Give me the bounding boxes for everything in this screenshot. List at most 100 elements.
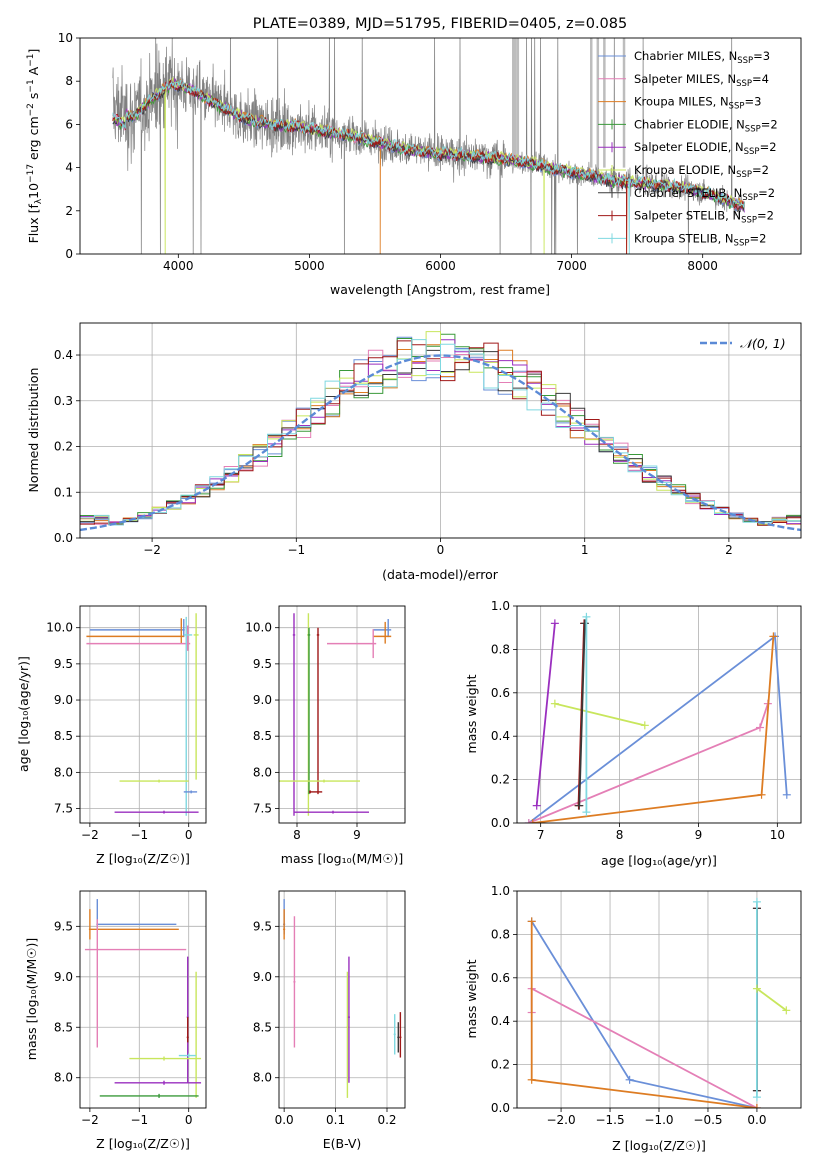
legend-label: Chabrier ELODIE, NSSP=2 (634, 117, 778, 134)
plot-area (517, 891, 801, 1108)
legend-label: Salpeter ELODIE, NSSP=2 (634, 140, 777, 157)
x-tick-label: 6000 (425, 259, 456, 273)
x-axis-label: wavelength [Angstrom, rest frame] (330, 282, 550, 297)
y-tick-label: 8.5 (253, 1020, 272, 1034)
x-tick-label: 5000 (294, 259, 325, 273)
axes-spectrum: 4000 5000 6000 7000 8000 0 2 4 6 8 10 (58, 31, 802, 273)
y-tick-label: 0.2 (491, 1058, 510, 1072)
y-tick-label: 7.5 (54, 802, 73, 816)
axes-frame (79, 322, 802, 539)
legend-label-tail: =4 (752, 72, 769, 86)
series-line-chabrier-miles (528, 634, 788, 823)
legend-label-sub: SSP (737, 56, 753, 66)
y-axis-label: mass weight (464, 674, 479, 753)
legend-label-base: Kroupa ELODIE, N (634, 163, 736, 177)
axes-mass-weight-vs-age: 7 8 9 10 0.0 0.2 0.4 0.6 0.8 1.0 (491, 599, 802, 842)
x-tick-label: 0.1 (326, 1113, 345, 1127)
x-tick-label: 9 (353, 828, 361, 842)
legend-label-sub: SSP (742, 193, 758, 203)
legend-label: Salpeter STELIB, NSSP=2 (634, 209, 774, 226)
y-tick-label: 0.4 (491, 1014, 510, 1028)
y-tick-label: 4 (65, 161, 73, 175)
y-tick-label: 9.0 (54, 970, 73, 984)
axes-frame (79, 605, 207, 824)
plot-area (80, 323, 801, 538)
legend-label: Salpeter MILES, NSSP=4 (634, 72, 769, 89)
legend-label-tail: =2 (757, 209, 774, 223)
x-axis-label: mass [log₁₀(M/M☉)] (281, 851, 403, 866)
y-tick-label: 8.0 (54, 1071, 73, 1085)
axes-residuals: −2 −1 0 1 2 0.0 0.1 0.2 0.3 0.4 (54, 322, 802, 557)
series-line-chabrier-stelib (578, 623, 586, 806)
y-tick-label: 9.5 (54, 657, 73, 671)
y-axis-label-part: 10 (26, 183, 41, 199)
y-tick-label: 6 (65, 117, 73, 131)
x-tick-label: 0 (437, 543, 445, 557)
y-axis-label-part: s (26, 93, 41, 104)
y-tick-label: 9.5 (253, 657, 272, 671)
y-tick-label: 0.6 (491, 686, 510, 700)
y-tick-label: 0.4 (491, 729, 510, 743)
y-axis-label-part: ] (26, 49, 41, 54)
x-tick-label: 0.2 (377, 1113, 396, 1127)
axes-age-vs-mass: 8 9 7.5 8.0 8.5 9.0 9.5 10.0 (245, 605, 406, 842)
legend-label: Kroupa MILES, NSSP=3 (634, 95, 761, 112)
series-line-salpeter-elodie (535, 623, 556, 806)
axes-frame (516, 890, 802, 1109)
y-tick-label: 8.5 (253, 729, 272, 743)
y-tick-label: 1.0 (491, 599, 510, 613)
legend-label-sub: SSP (736, 170, 752, 180)
chart-title: PLATE=0389, MJD=51795, FIBERID=0405, z=0… (253, 16, 627, 32)
y-axis-label: Flux [fλ10−17 erg cm−2 s−1 A−1] (26, 49, 44, 244)
legend-label-base: Chabrier MILES, N (634, 49, 737, 63)
legend-label-sub: SSP (744, 147, 760, 157)
legend-label-tail: =3 (744, 95, 761, 109)
y-tick-label: 0.4 (54, 348, 73, 362)
x-tick-label: 0.0 (275, 1113, 294, 1127)
x-tick-label: 2 (725, 543, 733, 557)
legend-label-sub: SSP (741, 216, 757, 226)
y-tick-label: 8.5 (54, 1020, 73, 1034)
plot-area (279, 606, 405, 823)
y-tick-label: 0.6 (491, 971, 510, 985)
y-tick-label: 9.5 (54, 919, 73, 933)
x-tick-label: 7 (537, 828, 545, 842)
series-line-kroupa-miles (530, 921, 758, 1108)
y-tick-label: 0.1 (54, 485, 73, 499)
x-tick-label: 1 (581, 543, 589, 557)
x-tick-label: −1.0 (644, 1113, 673, 1127)
y-tick-label: 2 (65, 204, 73, 218)
axes-frame (278, 605, 406, 824)
x-tick-label: 8 (293, 828, 301, 842)
y-tick-label: 0.0 (491, 816, 510, 830)
x-tick-label: −2 (81, 1113, 99, 1127)
x-tick-label: −0.5 (693, 1113, 722, 1127)
legend-label-sub: SSP (736, 79, 752, 89)
x-tick-label: 10 (770, 828, 785, 842)
legend-label-sub: SSP (734, 238, 750, 248)
legend-label-base: Salpeter ELODIE, N (634, 140, 744, 154)
x-tick-label: 8000 (687, 259, 718, 273)
y-tick-label: 9.0 (253, 970, 272, 984)
x-tick-label: 7000 (556, 259, 587, 273)
y-tick-label: 9.0 (54, 693, 73, 707)
x-tick-label: −2.0 (546, 1113, 575, 1127)
axes-mass-weight-vs-Z: −2.0 −1.5 −1.0 −0.5 0.0 0.0 0.2 0.4 0.6 0.8 1.0 (491, 884, 802, 1127)
legend-label-tail: =2 (760, 140, 777, 154)
legend-label: Kroupa ELODIE, NSSP=2 (634, 163, 769, 180)
x-tick-label: −1 (130, 828, 148, 842)
y-axis-label: mass weight (464, 959, 479, 1038)
legend-label: Kroupa STELIB, NSSP=2 (634, 231, 766, 248)
y-tick-label: 0 (65, 247, 73, 261)
y-axis-label-part: erg cm (26, 116, 41, 164)
y-axis-label-part: −2 (26, 103, 36, 116)
axes-frame (516, 605, 802, 824)
legend-label-tail: =2 (752, 163, 769, 177)
legend-label-base: Salpeter MILES, N (634, 72, 736, 86)
legend-label-tail: =2 (749, 231, 766, 245)
y-tick-label: 8.0 (253, 765, 272, 779)
legend-label: 𝒩(0, 1) (740, 336, 786, 351)
y-tick-label: 0.2 (54, 440, 73, 454)
